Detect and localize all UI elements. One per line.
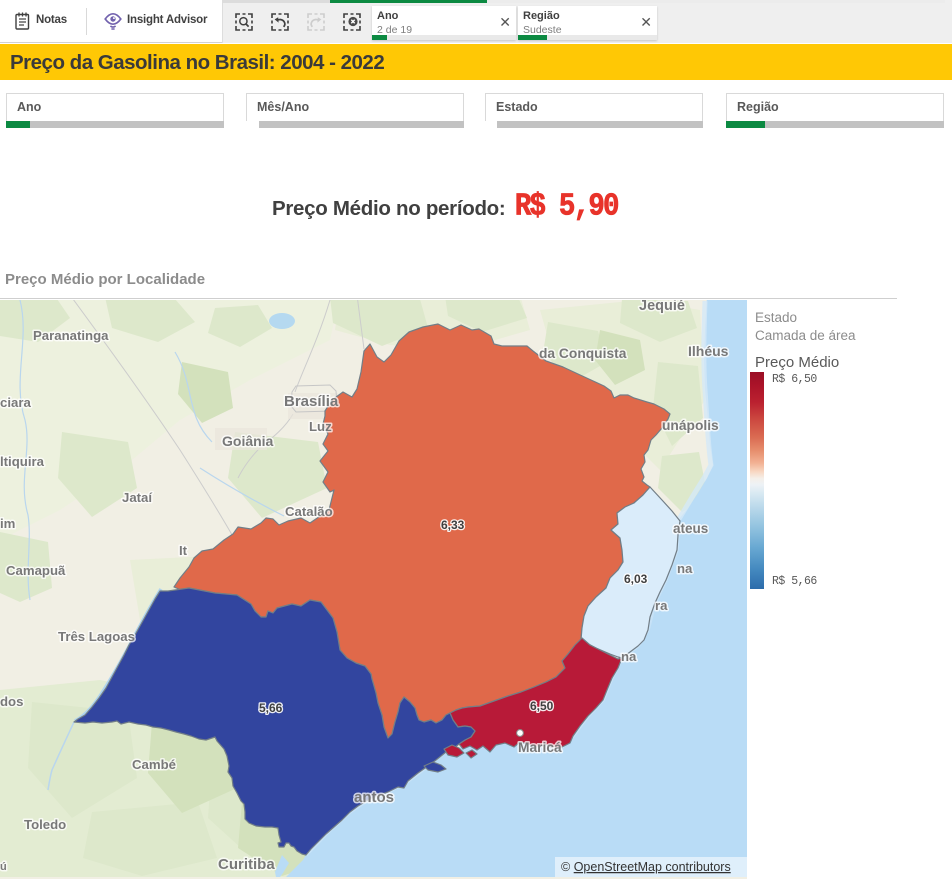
- svg-text:6,03: 6,03: [624, 572, 648, 586]
- svg-text:Curitiba: Curitiba: [218, 856, 275, 873]
- svg-text:6,33: 6,33: [441, 518, 465, 532]
- svg-text:Luz: Luz: [309, 419, 332, 434]
- svg-text:ltiquira: ltiquira: [0, 454, 45, 469]
- svg-text:Catalão: Catalão: [285, 504, 333, 519]
- svg-text:6,50: 6,50: [530, 699, 554, 713]
- svg-text:Maricá: Maricá: [518, 740, 562, 755]
- svg-text:© OpenStreetMap contributors: © OpenStreetMap contributors: [561, 860, 731, 874]
- svg-text:ateus: ateus: [673, 521, 708, 536]
- svg-text:ra: ra: [655, 598, 668, 613]
- svg-text:It: It: [179, 543, 188, 558]
- svg-text:antos: antos: [354, 789, 394, 806]
- svg-text:im: im: [0, 516, 15, 531]
- svg-text:ú: ú: [0, 861, 7, 873]
- svg-text:Brasília: Brasília: [284, 393, 339, 410]
- svg-text:Goiânia: Goiânia: [222, 433, 274, 449]
- svg-text:Jataí: Jataí: [122, 490, 153, 505]
- svg-text:Jequié: Jequié: [639, 300, 685, 314]
- svg-text:unápolis: unápolis: [662, 418, 719, 433]
- svg-text:Três Lagoas: Três Lagoas: [58, 629, 135, 644]
- svg-text:Ilhéus: Ilhéus: [688, 343, 729, 359]
- svg-text:5,66: 5,66: [259, 701, 283, 715]
- svg-text:na: na: [621, 649, 637, 664]
- svg-text:ciara: ciara: [0, 395, 31, 410]
- svg-text:na: na: [677, 561, 693, 576]
- svg-text:Camapuã: Camapuã: [6, 563, 66, 578]
- svg-text:dos: dos: [0, 694, 23, 709]
- svg-text:da Conquista: da Conquista: [539, 346, 627, 361]
- svg-text:Toledo: Toledo: [24, 817, 66, 832]
- svg-text:Cambé: Cambé: [132, 757, 176, 772]
- svg-text:Paranatinga: Paranatinga: [33, 328, 109, 343]
